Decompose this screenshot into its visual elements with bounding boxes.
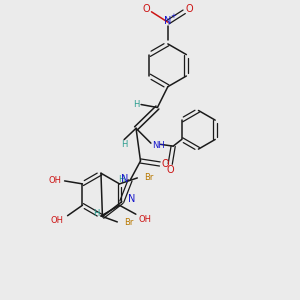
Text: O: O bbox=[142, 4, 150, 14]
Text: OH: OH bbox=[51, 216, 64, 225]
Text: +: + bbox=[170, 13, 176, 19]
Text: O: O bbox=[167, 165, 174, 175]
Text: NH: NH bbox=[152, 141, 165, 150]
Text: N: N bbox=[121, 174, 129, 184]
Text: H: H bbox=[134, 100, 140, 109]
Text: N: N bbox=[128, 194, 135, 204]
Text: H: H bbox=[118, 175, 125, 184]
Text: OH: OH bbox=[139, 215, 152, 224]
Text: N: N bbox=[164, 16, 172, 26]
Text: O: O bbox=[186, 4, 193, 14]
Text: Br: Br bbox=[124, 218, 133, 227]
Text: O: O bbox=[162, 159, 169, 169]
Text: H: H bbox=[121, 140, 127, 148]
Text: OH: OH bbox=[48, 176, 61, 185]
Text: Br: Br bbox=[144, 173, 153, 182]
Text: H: H bbox=[93, 209, 99, 218]
